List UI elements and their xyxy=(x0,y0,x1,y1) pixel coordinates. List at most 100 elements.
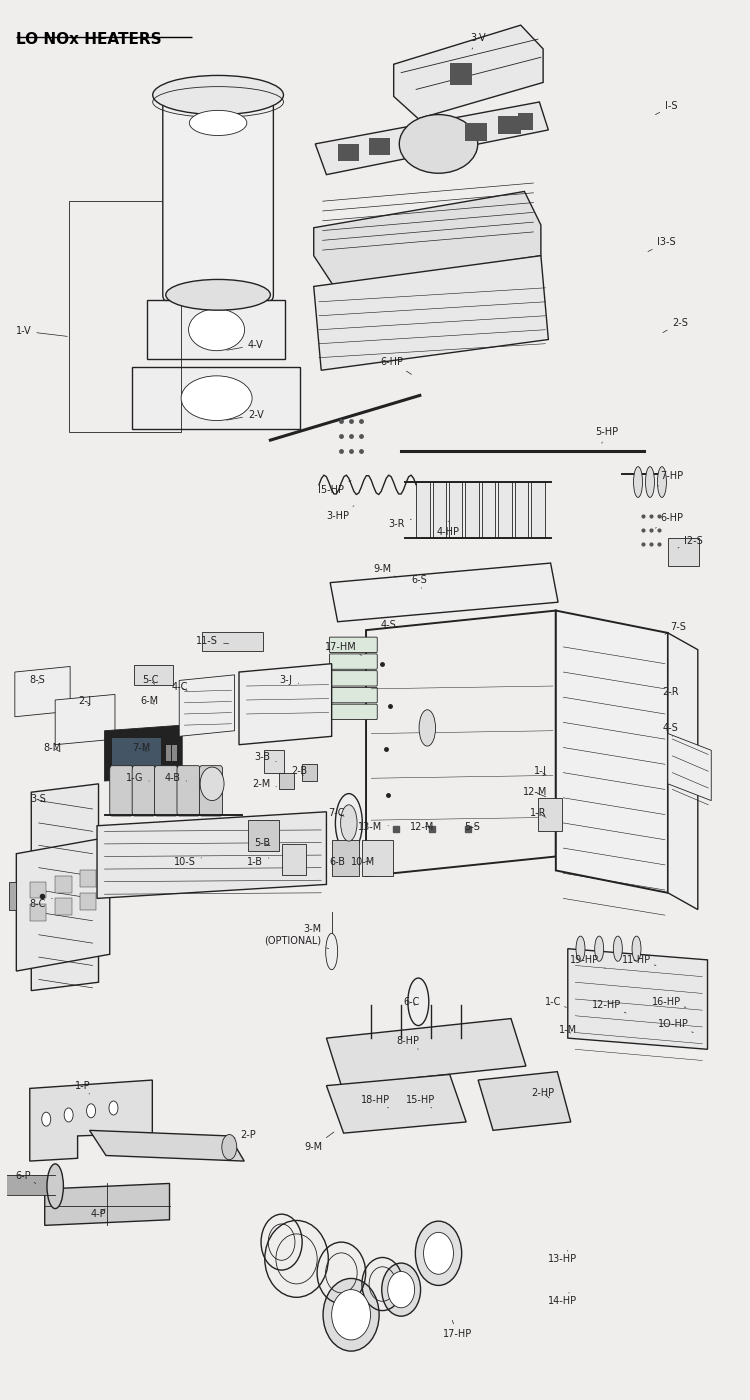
Ellipse shape xyxy=(424,1232,454,1274)
Bar xyxy=(449,482,463,538)
FancyBboxPatch shape xyxy=(329,637,377,652)
Text: 6-B: 6-B xyxy=(329,857,345,867)
Bar xyxy=(56,876,72,893)
Ellipse shape xyxy=(576,937,585,962)
Text: 1-C: 1-C xyxy=(545,997,566,1008)
Text: 4-P: 4-P xyxy=(90,1208,106,1219)
Text: 15-HP: 15-HP xyxy=(406,1095,435,1107)
Polygon shape xyxy=(15,666,70,717)
Text: 3-M
(OPTIONAL): 3-M (OPTIONAL) xyxy=(264,924,328,949)
Bar xyxy=(450,63,472,85)
Bar xyxy=(482,482,495,538)
Text: 2-M: 2-M xyxy=(252,778,276,788)
Polygon shape xyxy=(104,725,182,781)
Text: 7-C: 7-C xyxy=(328,808,345,818)
Bar xyxy=(69,202,181,431)
Bar xyxy=(112,738,160,766)
Bar xyxy=(498,116,520,134)
Text: 1-G: 1-G xyxy=(126,773,149,783)
Bar xyxy=(369,139,390,155)
Text: 3-HP: 3-HP xyxy=(326,505,354,521)
Text: 6-HP: 6-HP xyxy=(380,357,412,374)
Text: 2-P: 2-P xyxy=(234,1130,256,1140)
Text: 3-S: 3-S xyxy=(31,794,46,804)
Ellipse shape xyxy=(399,115,478,174)
Text: 1-B: 1-B xyxy=(247,857,269,867)
Text: 4-B: 4-B xyxy=(165,773,187,783)
Text: 1O-HP: 1O-HP xyxy=(658,1019,693,1033)
Text: 8-C: 8-C xyxy=(30,899,52,909)
Polygon shape xyxy=(330,563,558,622)
Text: 12-HP: 12-HP xyxy=(592,1000,626,1014)
Ellipse shape xyxy=(181,375,252,420)
FancyBboxPatch shape xyxy=(329,687,377,703)
Bar xyxy=(248,820,279,851)
Polygon shape xyxy=(326,1074,466,1133)
Text: 7-M: 7-M xyxy=(133,742,151,753)
Text: 9-M: 9-M xyxy=(304,1133,334,1152)
Bar xyxy=(302,764,316,781)
Ellipse shape xyxy=(332,1289,370,1340)
Text: 8-M: 8-M xyxy=(43,742,62,753)
Bar xyxy=(338,144,358,161)
Polygon shape xyxy=(30,1079,152,1161)
Text: 11-S: 11-S xyxy=(196,637,229,647)
Polygon shape xyxy=(314,192,541,287)
Ellipse shape xyxy=(388,1271,415,1308)
Polygon shape xyxy=(478,1071,571,1130)
Text: 7-HP: 7-HP xyxy=(658,472,683,486)
Text: 2-R: 2-R xyxy=(663,686,680,697)
Text: 6-P: 6-P xyxy=(16,1172,36,1183)
Text: I3-S: I3-S xyxy=(648,237,676,252)
Bar xyxy=(80,893,96,910)
Polygon shape xyxy=(239,664,332,745)
Text: 18-HP: 18-HP xyxy=(361,1095,390,1107)
Bar xyxy=(279,773,294,790)
Text: LO NOx HEATERS: LO NOx HEATERS xyxy=(16,32,162,48)
Text: 4-HP: 4-HP xyxy=(436,521,460,538)
Bar xyxy=(416,482,430,538)
Bar xyxy=(80,871,96,888)
Bar xyxy=(147,301,285,358)
Ellipse shape xyxy=(419,710,436,746)
Bar xyxy=(9,882,16,910)
Text: 5-HP: 5-HP xyxy=(596,427,619,444)
Ellipse shape xyxy=(200,767,224,801)
Text: 11-HP: 11-HP xyxy=(622,955,656,966)
Ellipse shape xyxy=(166,280,271,311)
FancyBboxPatch shape xyxy=(132,766,155,816)
Bar xyxy=(332,840,358,876)
Bar xyxy=(282,844,306,875)
Bar xyxy=(514,482,528,538)
Ellipse shape xyxy=(323,1278,379,1351)
FancyBboxPatch shape xyxy=(110,766,133,816)
Ellipse shape xyxy=(47,1163,64,1208)
FancyBboxPatch shape xyxy=(154,766,178,816)
Text: 2-HP: 2-HP xyxy=(531,1088,554,1098)
Bar xyxy=(668,538,699,566)
FancyBboxPatch shape xyxy=(177,766,200,816)
Ellipse shape xyxy=(86,1103,95,1117)
Text: 3-J: 3-J xyxy=(280,675,298,686)
FancyBboxPatch shape xyxy=(329,671,377,686)
Ellipse shape xyxy=(153,76,284,115)
Text: 5-B: 5-B xyxy=(254,837,271,847)
Ellipse shape xyxy=(335,794,362,853)
Ellipse shape xyxy=(64,1107,73,1121)
Ellipse shape xyxy=(326,934,338,970)
Text: 10-S: 10-S xyxy=(174,857,202,867)
Text: 12-M: 12-M xyxy=(523,787,547,797)
Polygon shape xyxy=(32,784,98,991)
Ellipse shape xyxy=(42,1112,51,1126)
Bar xyxy=(30,882,46,899)
Bar xyxy=(30,904,46,921)
Text: I5-HP: I5-HP xyxy=(317,480,351,496)
Text: 2-B: 2-B xyxy=(292,766,308,776)
FancyBboxPatch shape xyxy=(200,766,223,816)
Ellipse shape xyxy=(658,466,667,497)
Text: 8-HP: 8-HP xyxy=(397,1036,420,1050)
Text: 13-M: 13-M xyxy=(358,822,388,832)
Polygon shape xyxy=(326,1019,526,1085)
Text: 14-HP: 14-HP xyxy=(548,1292,577,1306)
Ellipse shape xyxy=(340,805,357,841)
